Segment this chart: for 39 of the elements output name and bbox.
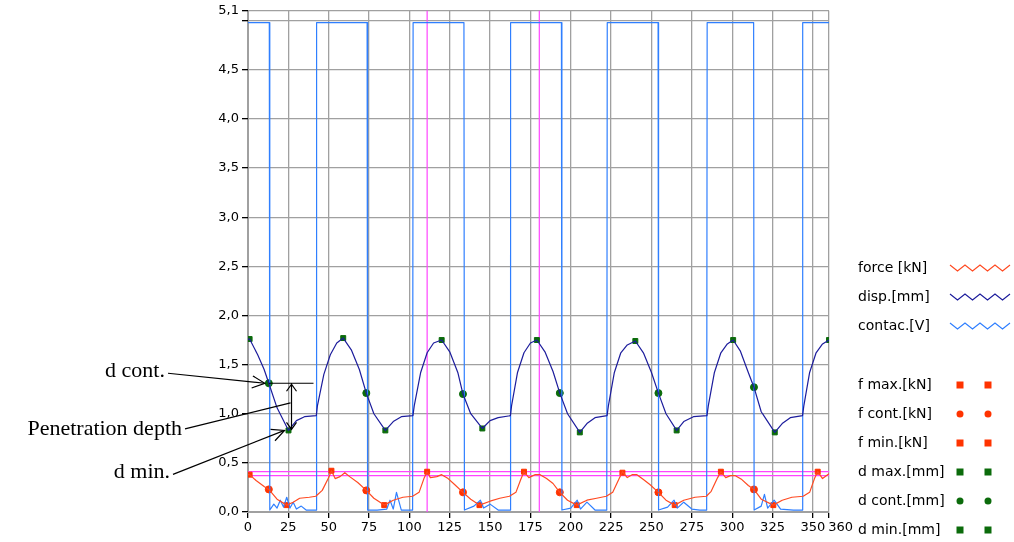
y-tick-label: 3,0 xyxy=(218,208,239,224)
x-tick-label: 25 xyxy=(280,518,297,534)
y-tick-label: 4,5 xyxy=(218,61,239,77)
legend-label: f cont.[kN] xyxy=(858,404,932,421)
y-tick-label: 4,0 xyxy=(218,110,239,126)
legend-label: f max.[kN] xyxy=(858,375,932,392)
legend-label: f min.[kN] xyxy=(858,433,928,450)
y-tick-label: 0,5 xyxy=(218,454,239,470)
x-tick-label: 200 xyxy=(558,518,584,534)
legend-label: disp.[mm] xyxy=(858,287,930,304)
x-tick-label: 225 xyxy=(598,518,624,534)
x-tick-label: 75 xyxy=(360,518,378,534)
legend-label: d min.[mm] xyxy=(858,520,941,537)
x-tick-label: 350 xyxy=(800,518,826,534)
x-tick-label: 275 xyxy=(679,518,705,534)
y-tick-label: 5,1 xyxy=(218,2,239,18)
annotation: d cont. xyxy=(105,357,165,383)
y-tick-label: 0,0 xyxy=(218,503,239,519)
x-tick-label: 50 xyxy=(320,518,337,534)
x-tick-label: 125 xyxy=(437,518,463,534)
x-tick-label: 100 xyxy=(396,518,422,534)
x-tick-label: 360 xyxy=(828,518,854,534)
x-tick-label: 300 xyxy=(719,518,745,534)
legend-label: contac.[V] xyxy=(858,316,930,333)
text: Penetration depth xyxy=(27,414,182,440)
x-tick-label: 150 xyxy=(477,518,503,534)
x-tick-label: 325 xyxy=(760,518,785,534)
annotation: d min. xyxy=(113,458,170,484)
legend-label: force [kN] xyxy=(858,258,928,275)
legend-label: d cont.[mm] xyxy=(858,491,945,508)
x-tick-label: 0 xyxy=(243,518,253,534)
legend-label: d max.[mm] xyxy=(858,462,945,479)
y-tick-label: 1,0 xyxy=(218,405,239,421)
y-tick-label: 2,5 xyxy=(218,257,239,273)
x-tick-label: 250 xyxy=(639,518,664,534)
y-tick-label: 3,5 xyxy=(218,159,239,175)
y-tick-label: 1,5 xyxy=(218,355,239,371)
x-tick-label: 175 xyxy=(518,518,543,534)
y-tick-label: 2,0 xyxy=(218,306,239,322)
